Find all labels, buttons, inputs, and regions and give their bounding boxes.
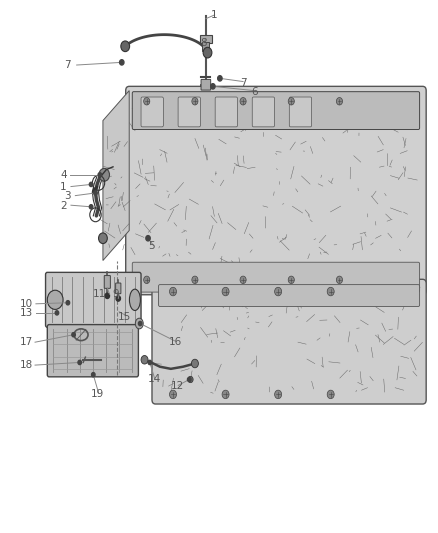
- Circle shape: [188, 376, 193, 383]
- FancyBboxPatch shape: [141, 97, 163, 127]
- Circle shape: [72, 333, 75, 337]
- Text: 5: 5: [148, 241, 155, 251]
- Circle shape: [144, 98, 150, 105]
- Text: 14: 14: [148, 375, 161, 384]
- Circle shape: [89, 205, 93, 209]
- Circle shape: [98, 173, 102, 177]
- Circle shape: [222, 287, 229, 296]
- Circle shape: [170, 390, 177, 399]
- Circle shape: [327, 287, 334, 296]
- Circle shape: [141, 356, 148, 364]
- Circle shape: [47, 290, 63, 309]
- FancyBboxPatch shape: [132, 92, 420, 130]
- Circle shape: [170, 287, 177, 296]
- Text: 15: 15: [118, 312, 131, 321]
- Circle shape: [192, 276, 198, 284]
- Text: 11: 11: [93, 289, 106, 299]
- FancyBboxPatch shape: [201, 79, 211, 90]
- Circle shape: [288, 98, 294, 105]
- Circle shape: [275, 287, 282, 296]
- Circle shape: [191, 359, 198, 368]
- FancyBboxPatch shape: [104, 276, 110, 288]
- FancyBboxPatch shape: [289, 97, 311, 127]
- FancyBboxPatch shape: [132, 262, 420, 292]
- Bar: [202, 42, 209, 51]
- Text: 17: 17: [20, 337, 33, 347]
- Text: 8: 8: [200, 38, 207, 47]
- FancyBboxPatch shape: [126, 86, 426, 295]
- Text: 10: 10: [20, 299, 33, 309]
- Circle shape: [240, 98, 246, 105]
- Ellipse shape: [130, 289, 140, 310]
- Circle shape: [120, 60, 124, 65]
- Text: 2: 2: [60, 201, 67, 211]
- Bar: [200, 35, 212, 43]
- Circle shape: [89, 182, 93, 187]
- Circle shape: [66, 301, 70, 305]
- Circle shape: [99, 168, 110, 181]
- Circle shape: [327, 390, 334, 399]
- FancyBboxPatch shape: [215, 97, 237, 127]
- Circle shape: [275, 390, 282, 399]
- Circle shape: [146, 236, 150, 241]
- Text: 18: 18: [20, 360, 33, 370]
- Text: 16: 16: [169, 337, 182, 347]
- Text: 1: 1: [211, 10, 218, 20]
- FancyBboxPatch shape: [46, 272, 141, 327]
- Circle shape: [222, 390, 229, 399]
- FancyBboxPatch shape: [252, 97, 275, 127]
- Circle shape: [203, 47, 212, 58]
- Circle shape: [144, 276, 150, 284]
- Circle shape: [116, 296, 120, 301]
- Text: 7: 7: [64, 60, 71, 70]
- Circle shape: [288, 276, 294, 284]
- Text: 6: 6: [251, 87, 258, 96]
- Circle shape: [105, 293, 110, 298]
- Circle shape: [336, 276, 343, 284]
- Polygon shape: [103, 91, 129, 261]
- Circle shape: [92, 373, 95, 377]
- FancyBboxPatch shape: [178, 97, 201, 127]
- Circle shape: [192, 98, 198, 105]
- Circle shape: [94, 191, 97, 195]
- Circle shape: [55, 311, 59, 315]
- FancyBboxPatch shape: [152, 279, 426, 404]
- FancyBboxPatch shape: [159, 285, 420, 306]
- FancyBboxPatch shape: [116, 283, 121, 294]
- Circle shape: [211, 84, 215, 89]
- Circle shape: [336, 98, 343, 105]
- Text: 19: 19: [91, 390, 104, 399]
- Ellipse shape: [135, 318, 143, 329]
- Circle shape: [78, 360, 81, 365]
- Circle shape: [99, 233, 107, 244]
- Text: 13: 13: [20, 308, 33, 318]
- Text: 3: 3: [64, 191, 71, 201]
- Text: 1: 1: [60, 182, 67, 191]
- Circle shape: [240, 276, 246, 284]
- Circle shape: [138, 321, 142, 326]
- FancyArrow shape: [92, 186, 98, 192]
- Text: 7: 7: [240, 78, 247, 87]
- Text: 9: 9: [113, 289, 120, 299]
- Circle shape: [218, 76, 222, 81]
- FancyBboxPatch shape: [47, 325, 138, 377]
- Circle shape: [187, 377, 191, 382]
- Circle shape: [121, 41, 130, 52]
- Text: 12: 12: [171, 382, 184, 391]
- Circle shape: [148, 360, 152, 365]
- Text: 4: 4: [60, 170, 67, 180]
